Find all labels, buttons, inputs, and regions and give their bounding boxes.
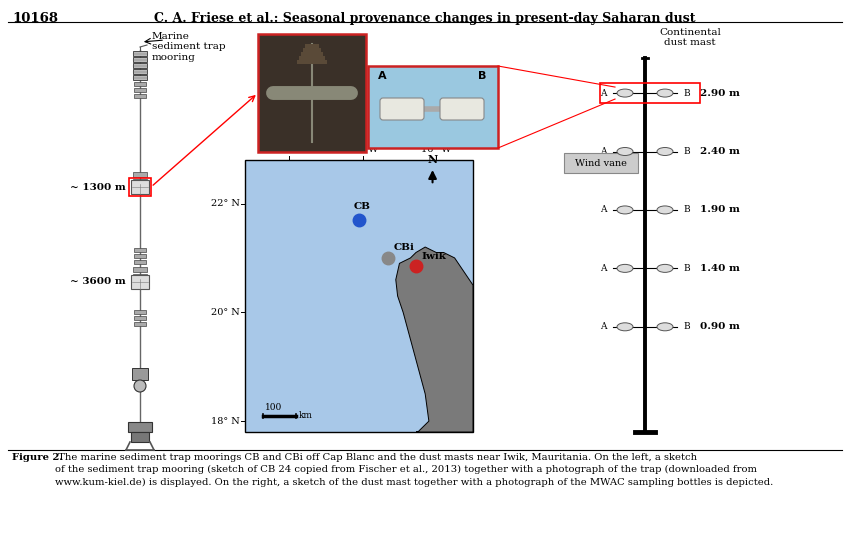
Bar (131, 432, 149, 442)
Text: ~ 3600 m: ~ 3600 m (71, 278, 126, 287)
Ellipse shape (657, 89, 673, 97)
Ellipse shape (617, 89, 633, 97)
Ellipse shape (657, 206, 673, 214)
Bar (132, 368, 148, 380)
Text: 1.90 m: 1.90 m (700, 206, 740, 214)
Polygon shape (396, 247, 473, 432)
Text: Figure 2.: Figure 2. (12, 453, 63, 462)
Bar (133, 51, 147, 56)
Bar (133, 179, 147, 184)
Text: A: A (600, 206, 607, 214)
Bar (134, 310, 146, 314)
Text: 18° W: 18° W (348, 145, 377, 154)
Bar (245, 160, 473, 432)
Bar (303, 48, 321, 52)
Text: CBi: CBi (394, 243, 414, 252)
Bar (305, 44, 319, 48)
Bar (133, 172, 147, 177)
Text: B: B (683, 206, 689, 214)
Text: 10168: 10168 (12, 12, 58, 25)
Text: A: A (600, 147, 607, 156)
Bar (133, 69, 147, 74)
Circle shape (134, 380, 146, 392)
Text: 1.40 m: 1.40 m (700, 264, 740, 273)
Bar (129, 178, 151, 196)
FancyBboxPatch shape (564, 153, 638, 173)
Text: 2.40 m: 2.40 m (700, 147, 740, 156)
Bar (258, 34, 366, 152)
Text: 2.90 m: 2.90 m (700, 89, 740, 97)
Text: CB: CB (354, 202, 371, 211)
Text: B: B (683, 264, 689, 273)
Text: B: B (683, 147, 689, 156)
Text: Continental
dust mast: Continental dust mast (659, 28, 721, 47)
Bar (133, 186, 147, 191)
Ellipse shape (617, 147, 633, 156)
Text: km: km (299, 411, 313, 421)
Bar (133, 63, 147, 68)
Bar (134, 248, 146, 252)
Bar (133, 274, 147, 279)
Bar (600, 83, 700, 103)
Text: 100: 100 (265, 403, 282, 412)
Text: 22° N: 22° N (211, 199, 240, 208)
Text: A: A (600, 322, 607, 331)
Bar (133, 75, 147, 80)
Bar (134, 254, 146, 258)
Bar (134, 82, 146, 86)
Text: A: A (600, 264, 607, 273)
Bar (133, 281, 147, 286)
Bar (368, 66, 498, 148)
Bar (301, 52, 323, 56)
Text: Wind vane: Wind vane (575, 159, 627, 168)
FancyBboxPatch shape (380, 98, 424, 120)
Text: A: A (600, 89, 607, 97)
Bar (128, 422, 152, 432)
Text: ~ 1300 m: ~ 1300 m (71, 183, 126, 191)
Text: N: N (428, 154, 438, 165)
Bar (131, 180, 149, 194)
FancyBboxPatch shape (440, 98, 484, 120)
Text: The marine sediment trap moorings CB and CBi off Cap Blanc and the dust masts ne: The marine sediment trap moorings CB and… (55, 453, 774, 487)
Text: 0.90 m: 0.90 m (700, 322, 740, 331)
Text: 16° W: 16° W (421, 145, 451, 154)
Ellipse shape (617, 265, 633, 272)
Ellipse shape (657, 265, 673, 272)
Bar (134, 316, 146, 320)
Ellipse shape (657, 147, 673, 156)
Text: B: B (478, 71, 486, 81)
Ellipse shape (617, 323, 633, 331)
Bar (134, 88, 146, 92)
Bar (131, 275, 149, 289)
Text: A: A (378, 71, 387, 81)
Ellipse shape (657, 323, 673, 331)
Text: B: B (683, 322, 689, 331)
Text: 20° W: 20° W (274, 145, 304, 154)
Bar (134, 260, 146, 264)
Bar (297, 60, 327, 64)
Text: Marine
sediment trap
mooring: Marine sediment trap mooring (152, 32, 225, 62)
Text: 20° N: 20° N (212, 308, 240, 317)
Bar (133, 267, 147, 272)
Text: Iwik: Iwik (421, 252, 446, 261)
Bar (299, 56, 325, 60)
Ellipse shape (617, 206, 633, 214)
Bar (134, 94, 146, 98)
Text: B: B (683, 89, 689, 97)
Bar (133, 57, 147, 62)
Text: 18° N: 18° N (212, 416, 240, 426)
Bar (134, 322, 146, 326)
Text: C. A. Friese et al.: Seasonal provenance changes in present-day Saharan dust: C. A. Friese et al.: Seasonal provenance… (154, 12, 696, 25)
